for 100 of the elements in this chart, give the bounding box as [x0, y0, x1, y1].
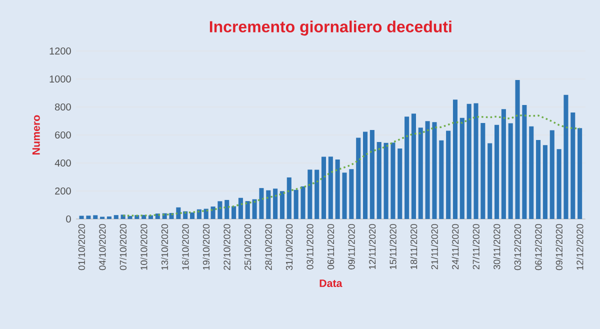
bar	[224, 200, 230, 219]
bar	[508, 123, 513, 219]
x-tick-label: 07/10/2020	[120, 224, 126, 270]
x-tick-label: 27/11/2020	[472, 224, 480, 270]
bar	[550, 130, 554, 219]
bar	[356, 138, 361, 219]
bar	[411, 114, 416, 219]
bar	[446, 130, 451, 219]
bar	[308, 170, 312, 219]
bar	[515, 80, 520, 219]
bar	[238, 198, 243, 219]
bar	[245, 201, 250, 219]
x-tick-label: 19/10/2020	[202, 224, 210, 270]
bar	[280, 191, 284, 219]
bar	[252, 199, 257, 219]
x-tick-label: 03/12/2020	[514, 224, 521, 270]
x-tick-label: 12/11/2020	[368, 224, 376, 270]
x-tick-label: 28/10/2020	[264, 224, 272, 270]
bar	[204, 208, 208, 219]
y-tick-label: 0	[66, 215, 71, 223]
y-tick-label: 1200	[50, 47, 71, 55]
bar	[384, 142, 388, 219]
bar	[218, 201, 222, 219]
bar	[169, 212, 174, 219]
bar	[86, 216, 91, 219]
bar	[294, 190, 298, 219]
x-tick-label: 25/10/2020	[244, 224, 252, 270]
bar	[286, 177, 292, 219]
y-tick-label: 400	[54, 159, 71, 167]
x-tick-label: 06/11/2020	[327, 224, 334, 270]
bar	[432, 122, 437, 219]
bar	[439, 140, 444, 219]
bar	[542, 145, 548, 219]
x-tick-label: 22/10/2020	[223, 224, 230, 270]
bar	[466, 104, 472, 219]
bar	[404, 116, 410, 219]
bar	[536, 140, 541, 219]
bar	[578, 128, 582, 219]
bar	[425, 121, 430, 219]
bar	[176, 207, 181, 219]
bar	[398, 148, 402, 219]
bar	[480, 122, 486, 219]
x-axis-title: Data	[320, 280, 342, 288]
bar	[488, 143, 492, 219]
bar	[128, 216, 132, 219]
bar	[452, 100, 458, 219]
bar	[190, 212, 195, 219]
chart-title: Incremento giornaliero deceduti	[210, 20, 452, 36]
bar	[494, 124, 500, 219]
x-tick-label: 15/11/2020	[390, 224, 396, 270]
x-tick-label: 12/12/2020	[576, 224, 584, 270]
y-tick-label: 600	[55, 131, 71, 139]
bar	[273, 188, 278, 219]
x-tick-label: 03/11/2020	[306, 224, 314, 270]
x-tick-label: 16/10/2020	[182, 224, 189, 270]
bar	[93, 215, 98, 219]
bar	[259, 188, 264, 219]
bar	[232, 206, 236, 219]
y-tick-label: 200	[55, 187, 71, 195]
bar	[522, 105, 527, 219]
bar	[300, 186, 306, 219]
bar	[342, 172, 347, 219]
x-tick-label: 04/10/2020	[98, 224, 106, 270]
bar	[335, 160, 340, 219]
bar	[460, 118, 464, 219]
bar	[564, 94, 568, 219]
bar	[570, 112, 576, 219]
x-tick-label: 09/12/2020	[556, 224, 562, 270]
bar	[349, 169, 354, 219]
bar	[328, 156, 333, 219]
y-axis-title: Numero	[32, 115, 40, 154]
bar	[501, 109, 506, 219]
y-tick-label: 1000	[50, 75, 71, 83]
bar	[556, 149, 562, 219]
bar	[148, 215, 154, 219]
x-tick-label: 06/12/2020	[534, 224, 542, 270]
bar	[266, 190, 271, 219]
x-tick-label: 09/11/2020	[348, 224, 355, 270]
bar	[210, 206, 216, 219]
bar	[529, 126, 534, 219]
x-tick-label: 31/10/2020	[286, 224, 293, 270]
x-tick-label: 10/10/2020	[140, 224, 148, 270]
bar	[363, 132, 368, 219]
bar	[390, 142, 396, 219]
bar	[474, 103, 478, 219]
bar	[376, 142, 382, 219]
bar	[370, 130, 374, 219]
x-tick-label: 13/10/2020	[161, 224, 168, 270]
x-tick-label: 21/11/2020	[431, 224, 438, 270]
bar	[418, 128, 423, 219]
y-tick-label: 800	[55, 103, 71, 111]
x-tick-label: 24/11/2020	[452, 224, 459, 270]
x-tick-label: 30/11/2020	[493, 224, 500, 270]
x-tick-label: 01/10/2020	[78, 224, 85, 270]
x-tick-label: 18/11/2020	[410, 224, 418, 270]
bar	[321, 156, 326, 219]
bar	[114, 215, 118, 219]
bar	[79, 216, 84, 219]
bar	[106, 216, 112, 219]
bar	[314, 170, 320, 219]
